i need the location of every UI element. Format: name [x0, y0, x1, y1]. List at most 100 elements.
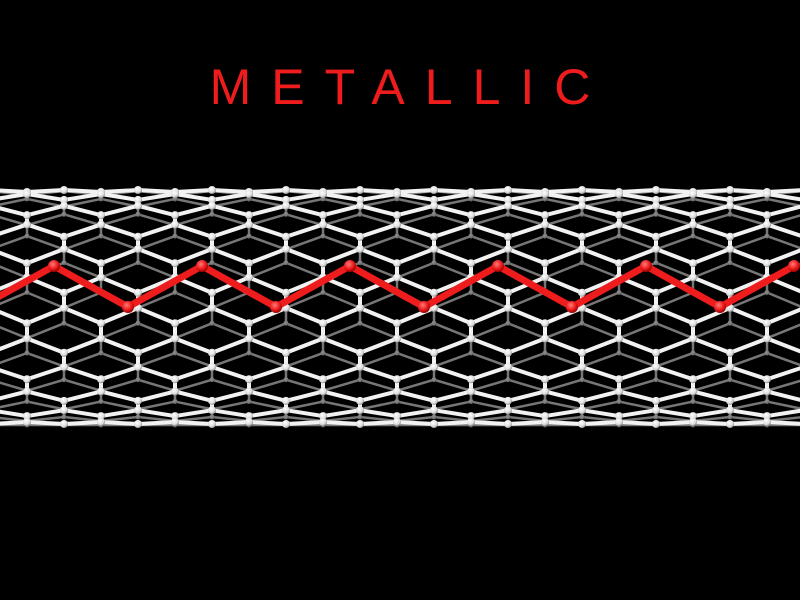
lattice-bond — [321, 415, 362, 423]
carbon-atom — [689, 417, 697, 426]
carbon-atom — [652, 245, 660, 253]
carbon-atom — [246, 350, 252, 356]
lattice-bond — [395, 336, 436, 355]
carbon-atom — [246, 399, 252, 405]
carbon-atom — [430, 232, 438, 241]
lattice-bond — [210, 222, 251, 239]
carbon-atom — [356, 288, 364, 297]
carbon-atom — [319, 211, 327, 220]
lattice-bond — [691, 213, 732, 227]
lattice-bond — [136, 389, 177, 403]
lattice-bond — [654, 322, 695, 340]
lattice-bond — [654, 192, 695, 202]
lattice-bond — [25, 247, 66, 266]
lattice-bond — [469, 389, 510, 403]
lattice-bond — [543, 203, 584, 218]
highlight-atom — [48, 260, 60, 272]
highlight-atom — [788, 260, 800, 272]
carbon-atom — [60, 419, 68, 428]
carbon-atom — [319, 334, 327, 343]
carbon-atom — [209, 211, 215, 217]
lattice-bond — [358, 365, 399, 382]
lattice-bond — [0, 381, 29, 392]
carbon-atom — [430, 348, 438, 357]
carbon-atom — [763, 211, 771, 220]
lattice-bond — [395, 365, 436, 382]
lattice-bond — [136, 336, 177, 355]
lattice-bond — [247, 275, 288, 295]
carbon-atom — [135, 211, 141, 217]
lattice-bond — [691, 408, 732, 419]
lattice-bond — [99, 400, 140, 411]
carbon-atom — [615, 387, 623, 396]
lattice-bond — [136, 275, 177, 295]
lattice-bond — [654, 247, 695, 266]
carbon-atom — [282, 348, 290, 357]
lattice-bond — [173, 291, 214, 310]
carbon-atom — [393, 190, 401, 199]
lattice-bond — [469, 378, 510, 392]
carbon-atom — [726, 348, 734, 357]
carbon-atom — [283, 260, 289, 266]
carbon-atom — [319, 259, 327, 268]
carbon-atom — [283, 211, 289, 217]
carbon-atom — [542, 350, 548, 356]
lattice-bond — [173, 415, 214, 423]
lattice-bond — [99, 365, 140, 382]
lattice-bond — [210, 365, 251, 382]
lattice-bond — [395, 400, 436, 411]
carbon-atom — [763, 387, 771, 396]
highlight-atom — [196, 260, 208, 272]
lattice-bond — [247, 213, 288, 227]
carbon-atom — [541, 273, 549, 282]
lattice-bond — [358, 408, 399, 419]
carbon-atom — [505, 260, 511, 266]
lattice-bond — [62, 261, 103, 279]
carbon-atom — [283, 320, 289, 326]
lattice-bond — [691, 419, 732, 426]
carbon-atom — [467, 334, 475, 343]
lattice-bond — [728, 378, 769, 392]
lattice-bond — [99, 322, 140, 340]
lattice-bond — [321, 351, 362, 368]
lattice-bond — [580, 400, 621, 411]
lattice-bond — [728, 188, 769, 195]
lattice-bond — [62, 234, 103, 251]
carbon-atom — [60, 396, 68, 405]
carbon-atom — [504, 195, 512, 204]
lattice-bond — [654, 351, 695, 368]
carbon-atom — [97, 387, 105, 396]
lattice-bond — [543, 275, 584, 295]
carbon-atom — [541, 319, 549, 328]
carbon-atom — [764, 350, 770, 356]
carbon-atom — [394, 233, 400, 239]
lattice-bond — [580, 408, 621, 419]
lattice-bond — [691, 378, 732, 392]
carbon-atom — [282, 245, 290, 253]
carbon-atom — [171, 417, 179, 426]
carbon-atom — [578, 348, 586, 357]
carbon-atom — [23, 190, 31, 199]
lattice-bond — [136, 261, 177, 279]
lattice-bond — [62, 351, 103, 368]
lattice-bond — [210, 408, 251, 419]
lattice-bond — [136, 365, 177, 382]
carbon-atom — [282, 232, 290, 241]
lattice-bond — [284, 336, 325, 355]
lattice-bond — [580, 213, 621, 227]
lattice-bond — [691, 188, 732, 195]
lattice-bond — [765, 389, 800, 402]
lattice-bond — [0, 188, 29, 195]
lattice-bond — [469, 188, 510, 195]
carbon-atom — [320, 350, 326, 356]
carbon-atom — [282, 363, 290, 371]
lattice-bond — [62, 203, 103, 218]
carbon-atom — [727, 211, 733, 217]
lattice-bond — [617, 234, 658, 251]
lattice-bond — [654, 203, 695, 218]
carbon-atom — [727, 377, 733, 383]
lattice-bond — [25, 336, 66, 355]
carbon-atom — [208, 419, 216, 428]
carbon-atom — [541, 190, 549, 199]
